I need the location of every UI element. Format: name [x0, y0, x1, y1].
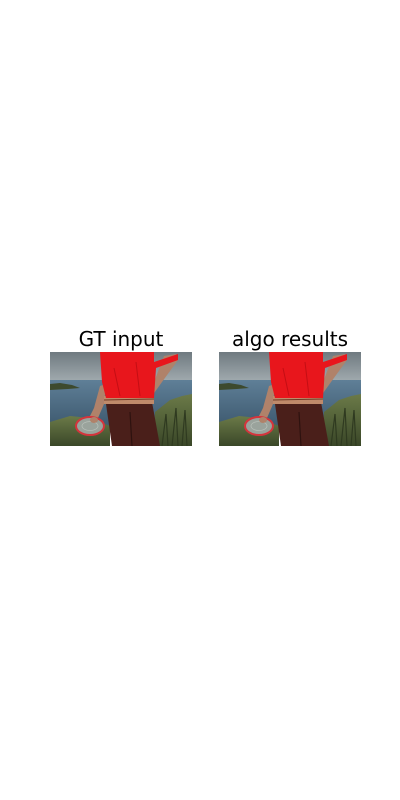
panel-gt-input: GT input [50, 326, 192, 446]
panel-title: GT input [78, 327, 164, 351]
gt-input-photo [50, 352, 192, 446]
panel-title: algo results [231, 327, 349, 351]
algo-results-photo [219, 352, 361, 446]
panel-algo-results: algo results [219, 326, 361, 446]
